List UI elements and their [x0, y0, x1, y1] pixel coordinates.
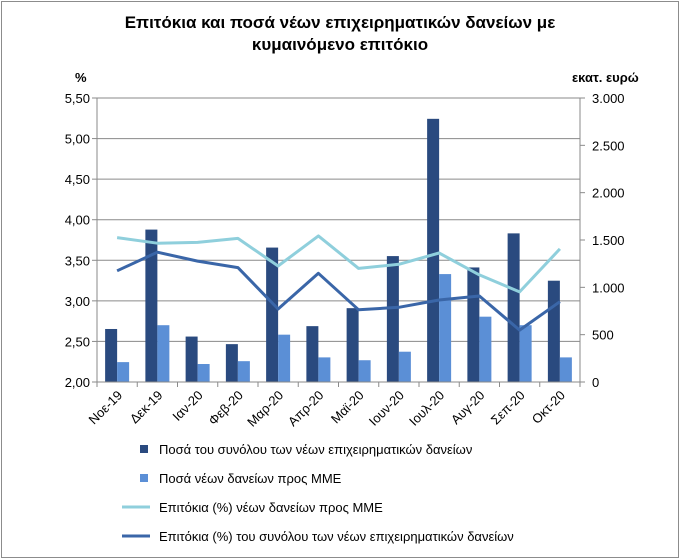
legend-swatch: [140, 474, 148, 482]
legend-label: Ποσά του συνόλου των νέων επιχειρηματικώ…: [159, 442, 472, 457]
left-tick-label: 2,00: [65, 375, 90, 390]
bar-sme: [318, 357, 331, 382]
bars: [105, 118, 572, 383]
bar-sme: [278, 334, 291, 382]
series-line-total-rate: [116, 250, 561, 332]
left-tick-label: 4,50: [65, 172, 90, 187]
left-tick-label: 5,50: [65, 91, 90, 106]
bar-total: [467, 267, 480, 382]
bar-sme: [117, 362, 130, 382]
bar-sme: [519, 325, 532, 382]
axes: [96, 98, 581, 387]
legend-label: Ποσά νέων δανείων προς ΜΜΕ: [159, 471, 342, 486]
legend-label: Επιτόκια (%) νέων δανείων προς ΜΜΕ: [159, 500, 383, 515]
bar-sme: [479, 316, 492, 382]
gridlines: [92, 97, 585, 383]
x-tick-label: Φεβ-20: [205, 388, 246, 429]
x-tick-label: Αυγ-20: [448, 388, 488, 428]
bar-total: [266, 247, 279, 382]
right-tick-label: 1.000: [592, 280, 625, 295]
right-tick-label: 0: [592, 375, 599, 390]
right-tick-label: 500: [592, 328, 614, 343]
series-line-sme-rate: [116, 234, 561, 294]
x-tick-label: Απρ-20: [285, 388, 327, 430]
x-tick-label: Ιουλ-20: [406, 388, 447, 429]
x-tick-label: Μαρ-20: [244, 388, 286, 430]
bar-total: [346, 308, 359, 382]
left-tick-labels: 2,00 2,50 3,00 3,50 4,00 4,50 5,00 5,50: [65, 91, 90, 390]
right-tick-labels: 0 500 1.000 1.500 2.000 2.500 3.000: [592, 91, 625, 390]
bar-total: [306, 326, 319, 382]
bar-sme: [157, 325, 170, 382]
chart-title: Επιτόκια και ποσά νέων επιχειρηματικών δ…: [125, 13, 556, 54]
right-axis-label: εκατ. ευρώ: [572, 70, 639, 85]
legend-label: Επιτόκια (%) του συνόλου των νέων επιχει…: [159, 529, 514, 544]
bar-sme: [197, 364, 210, 382]
bar-total: [185, 336, 198, 382]
chart-title-line: κυμαινόμενο επιτόκιο: [252, 35, 428, 54]
lines: [116, 234, 561, 332]
right-tick-label: 3.000: [592, 91, 625, 106]
x-tick-label: Μαϊ-20: [328, 388, 367, 427]
bar-sme: [559, 357, 572, 382]
x-tick-label: Σεπ-20: [488, 388, 528, 428]
bar-sme: [439, 274, 452, 382]
left-axis-label: %: [75, 70, 87, 85]
x-tick-label: Ιουν-20: [366, 388, 407, 429]
bar-total: [225, 344, 238, 382]
left-tick-label: 4,00: [65, 213, 90, 228]
bar-total: [427, 118, 440, 383]
x-tick-label: Οκτ-20: [529, 388, 568, 427]
legend-swatch: [140, 445, 148, 453]
left-tick-label: 5,00: [65, 132, 90, 147]
right-tick-label: 2.500: [592, 138, 625, 153]
bar-sme: [358, 360, 371, 382]
bar-total: [386, 256, 399, 382]
bar-total: [547, 280, 560, 382]
right-tick-label: 1.500: [592, 233, 625, 248]
bar-total: [507, 233, 520, 382]
right-tick-label: 2.000: [592, 186, 625, 201]
left-tick-label: 3,50: [65, 253, 90, 268]
bar-sme: [237, 361, 250, 382]
left-tick-label: 2,50: [65, 334, 90, 349]
legend: Ποσά του συνόλου των νέων επιχειρηματικώ…: [122, 442, 514, 544]
bar-total: [145, 229, 158, 382]
bar-total: [105, 328, 118, 382]
x-tick-label: Νοε-19: [86, 388, 126, 428]
left-tick-label: 3,00: [65, 294, 90, 309]
bar-sme: [398, 351, 411, 382]
chart-title-line: Επιτόκια και ποσά νέων επιχειρηματικών δ…: [125, 13, 556, 32]
x-tick-label: Ιαν-20: [169, 388, 205, 424]
x-tick-label: Δεκ-19: [127, 388, 166, 427]
